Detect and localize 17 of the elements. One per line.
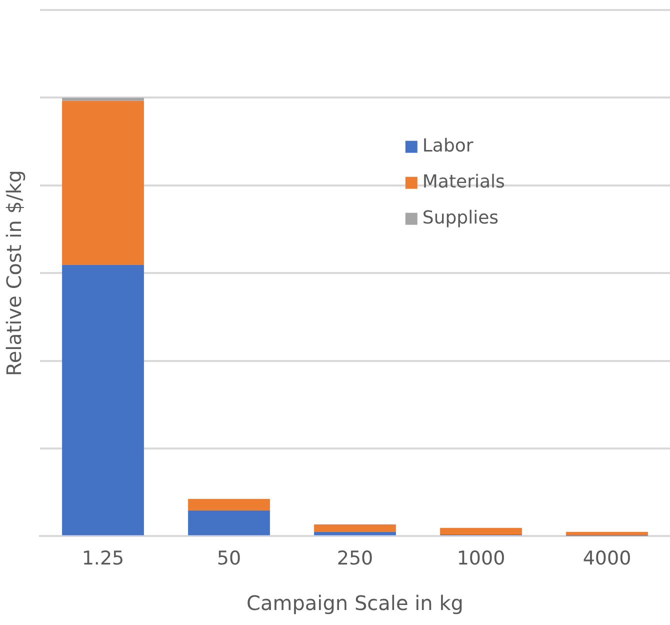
x-tick-label: 4000 xyxy=(582,548,632,570)
legend-label: Labor xyxy=(422,135,474,156)
bar xyxy=(440,528,522,534)
x-tick-label: 50 xyxy=(216,548,242,570)
x-axis-title: Campaign Scale in kg xyxy=(246,591,464,616)
bar xyxy=(62,98,144,101)
bar xyxy=(188,498,270,510)
bar xyxy=(188,510,270,536)
bar xyxy=(314,524,396,532)
x-tick-label: 250 xyxy=(336,548,374,570)
legend-label: Supplies xyxy=(422,207,499,228)
bar xyxy=(62,100,144,265)
bar xyxy=(62,264,144,536)
x-tick-label: 1000 xyxy=(456,548,506,570)
y-axis-title: Relative Cost in $/kg xyxy=(2,170,26,376)
x-tick-label: 1.25 xyxy=(82,548,124,570)
legend-label: Materials xyxy=(422,171,505,192)
